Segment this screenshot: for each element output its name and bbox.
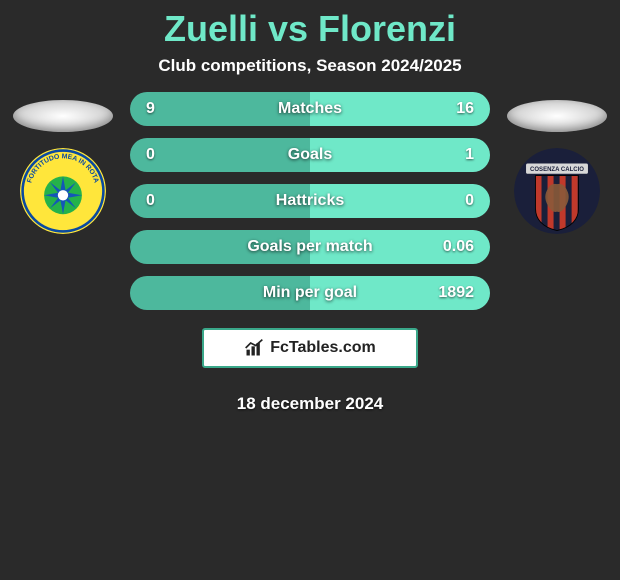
stat-row-matches: 9 Matches 16	[130, 92, 490, 126]
right-club-badge: COSENZA CALCIO	[514, 148, 600, 234]
stat-right-value: 16	[434, 100, 474, 118]
left-club-badge: FORTITUDO MEA IN ROTA	[20, 148, 106, 234]
subtitle: Club competitions, Season 2024/2025	[158, 56, 461, 76]
source-badge[interactable]: FcTables.com	[202, 328, 418, 368]
page-title: Zuelli vs Florenzi	[164, 8, 456, 50]
stat-row-min-per-goal: Min per goal 1892	[130, 276, 490, 310]
left-club-badge-svg: FORTITUDO MEA IN ROTA	[20, 148, 106, 234]
left-player-column: FORTITUDO MEA IN ROTA	[8, 92, 118, 234]
stat-label: Hattricks	[276, 192, 344, 210]
chart-icon	[244, 338, 264, 358]
date-label: 18 december 2024	[237, 394, 384, 414]
stat-right-value: 0.06	[434, 238, 474, 256]
stat-label: Goals	[288, 146, 332, 164]
comparison-card: Zuelli vs Florenzi Club competitions, Se…	[0, 0, 620, 414]
stat-right-value: 1	[434, 146, 474, 164]
stat-row-goals: 0 Goals 1	[130, 138, 490, 172]
right-club-badge-svg: COSENZA CALCIO	[514, 148, 600, 234]
right-player-column: COSENZA CALCIO	[502, 92, 612, 234]
stat-label: Min per goal	[263, 284, 357, 302]
right-player-avatar-placeholder	[507, 100, 607, 132]
stat-left-value: 9	[146, 100, 186, 118]
stat-row-goals-per-match: Goals per match 0.06	[130, 230, 490, 264]
left-player-avatar-placeholder	[13, 100, 113, 132]
main-row: FORTITUDO MEA IN ROTA	[0, 92, 620, 414]
source-label: FcTables.com	[270, 339, 376, 357]
stat-row-hattricks: 0 Hattricks 0	[130, 184, 490, 218]
stat-right-value: 1892	[434, 284, 474, 302]
stat-left-value: 0	[146, 146, 186, 164]
stat-left-value: 0	[146, 192, 186, 210]
stat-label: Goals per match	[247, 238, 372, 256]
stat-label: Matches	[278, 100, 342, 118]
svg-text:COSENZA CALCIO: COSENZA CALCIO	[530, 167, 584, 173]
stats-column: 9 Matches 16 0 Goals 1 0 Hattricks 0 Goa…	[118, 92, 502, 414]
stat-right-value: 0	[434, 192, 474, 210]
